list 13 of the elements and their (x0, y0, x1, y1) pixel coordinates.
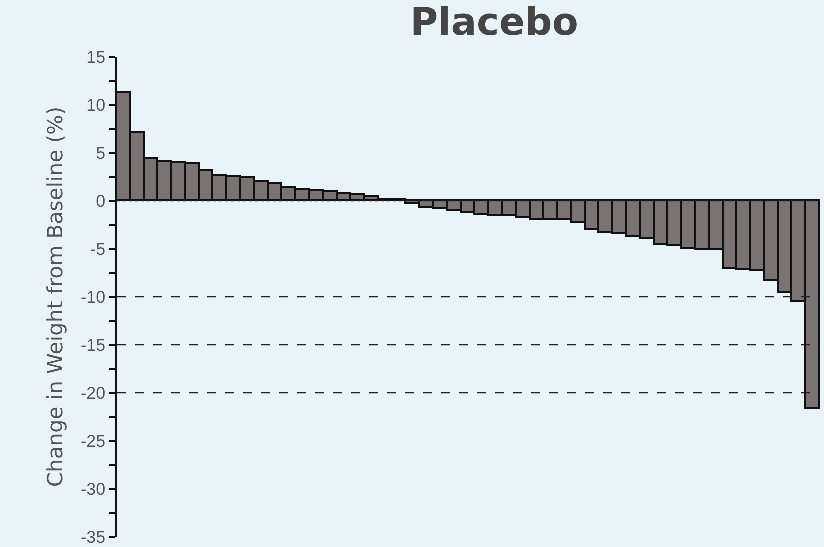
y-tick-label: -25 (81, 432, 106, 451)
y-tick-label: 5 (96, 144, 106, 163)
y-tick-label: -30 (81, 480, 106, 499)
y-tick-label: -5 (90, 240, 106, 259)
y-tick-label: 15 (86, 48, 106, 67)
y-tick-label: -20 (81, 384, 106, 403)
y-axis-title: Change in Weight from Baseline (%) (44, 106, 68, 488)
y-tick-label: -35 (81, 528, 106, 547)
y-tick-label: 0 (96, 192, 106, 211)
chart-title: Placebo (410, 0, 578, 44)
y-tick-label: -15 (81, 336, 106, 355)
y-tick-label: 10 (86, 96, 106, 115)
y-tick-label: -10 (81, 288, 106, 307)
